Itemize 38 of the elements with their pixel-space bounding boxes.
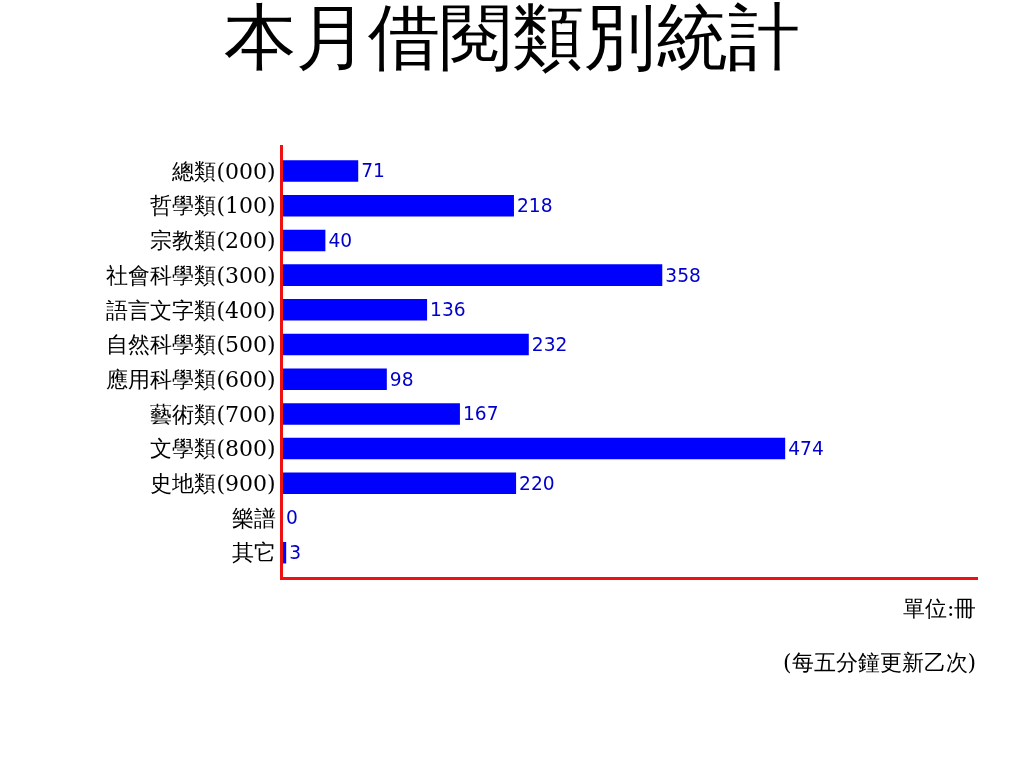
- bar: [283, 472, 517, 495]
- y-tick-label: 自然科學類(500): [106, 332, 276, 358]
- y-tick-label: 宗教類(200): [150, 228, 276, 254]
- data-label: 98: [389, 368, 414, 390]
- y-tick-label: 語言文字類(400): [106, 297, 276, 323]
- y-tick-label: 文學類(800): [150, 436, 276, 462]
- y-tick-label: 應用科學類(600): [106, 366, 276, 392]
- data-label: 474: [788, 438, 824, 460]
- bar: [283, 403, 460, 425]
- bar: [283, 194, 514, 217]
- y-tick-label: 哲學類(100): [150, 193, 276, 219]
- bar: [283, 160, 359, 182]
- data-label: 71: [361, 160, 385, 182]
- y-tick-label: 社會科學類(300): [106, 262, 276, 288]
- y-tick-label: 藝術類(700): [150, 401, 276, 427]
- data-label: 167: [462, 403, 499, 425]
- bar: [283, 541, 287, 564]
- data-label: 358: [665, 264, 701, 286]
- text: 單位:冊: [903, 596, 977, 621]
- data-label: 0: [286, 507, 298, 529]
- y-tick-label: 總類(000): [171, 158, 276, 184]
- data-label: 136: [430, 299, 466, 321]
- data-label: 218: [516, 195, 553, 217]
- bar: [283, 333, 529, 356]
- data-label: 40: [328, 229, 353, 251]
- bar: [283, 368, 387, 390]
- bar: [283, 229, 326, 252]
- y-tick-label: 史地類(900): [150, 471, 276, 497]
- data-label: 232: [531, 333, 568, 355]
- bar: [283, 437, 786, 460]
- y-tick-label: 其它: [231, 540, 276, 566]
- chart-title: 本月借閱類別統計: [224, 0, 800, 79]
- y-tick-label: 樂譜: [231, 505, 276, 531]
- bar: [283, 299, 428, 321]
- text: (每五分鐘更新乙次): [783, 650, 977, 675]
- bar: [283, 264, 663, 286]
- data-label: 3: [289, 542, 302, 564]
- data-label: 220: [519, 472, 555, 494]
